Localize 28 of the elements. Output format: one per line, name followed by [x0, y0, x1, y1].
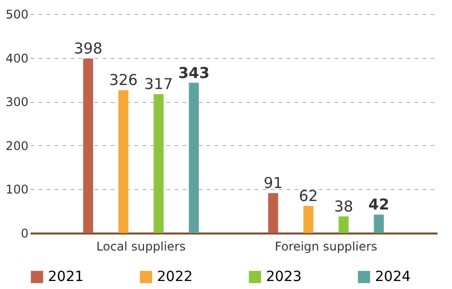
data-label: 42 [368, 196, 390, 214]
y-tick-label: 400 [6, 51, 28, 66]
data-label: 398 [74, 40, 102, 58]
bar [188, 82, 199, 233]
legend-label: 2023 [266, 269, 302, 285]
y-tick-label: 300 [6, 95, 28, 110]
y-tick-label: 100 [6, 182, 28, 197]
data-label: 38 [334, 197, 354, 216]
bar [374, 214, 384, 233]
data-label: 343 [178, 64, 210, 82]
x-tick-label: Foreign suppliers [274, 240, 378, 254]
y-tick-label: 500 [6, 8, 28, 22]
legend-label: 2022 [157, 269, 193, 285]
data-label: 91 [264, 174, 283, 192]
bar [268, 193, 278, 233]
x-tick-label: Local suppliers [96, 240, 186, 254]
y-tick-label: 0 [20, 226, 28, 240]
legend-label: 2021 [48, 269, 84, 285]
bar [303, 206, 314, 233]
bar [118, 90, 128, 233]
legend-label: 2024 [375, 269, 411, 285]
bar [83, 58, 94, 233]
data-label: 326 [109, 71, 138, 90]
y-tick-label: 200 [6, 138, 28, 153]
data-label: 62 [298, 186, 318, 205]
data-label: 317 [144, 75, 173, 94]
bar [154, 94, 164, 233]
bar [338, 216, 349, 233]
